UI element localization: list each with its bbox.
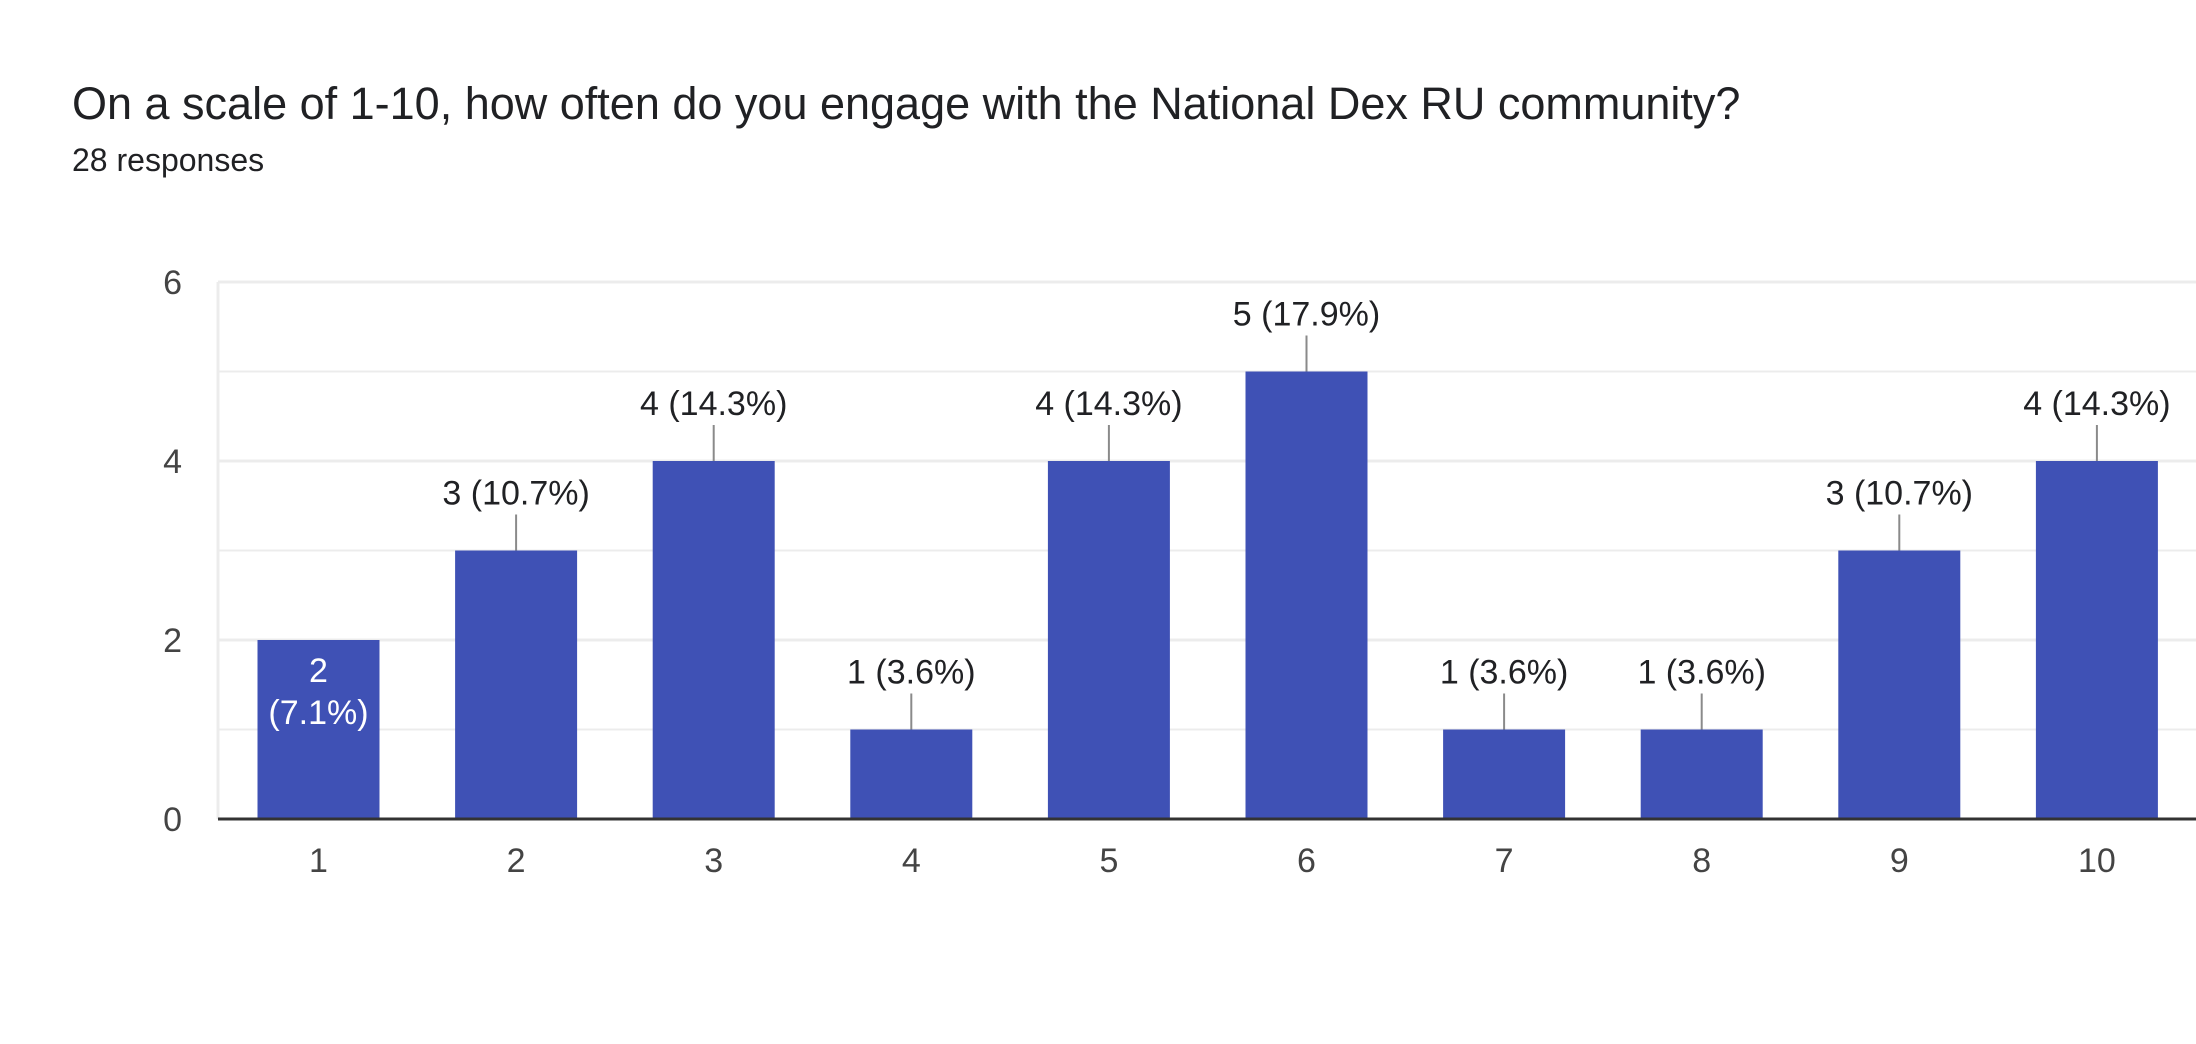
x-tick-label: 3: [704, 842, 723, 880]
bar: [1838, 550, 1961, 819]
data-label: 3 (10.7%): [1826, 475, 1973, 513]
y-tick-label: 4: [163, 443, 182, 481]
y-tick-label: 0: [163, 801, 182, 839]
data-label: 2: [309, 652, 328, 690]
data-label: 4 (14.3%): [1035, 385, 1182, 423]
bar: [652, 461, 775, 819]
y-tick-label: 2: [163, 622, 182, 660]
bar: [1443, 729, 1566, 819]
data-label: 4 (14.3%): [2023, 385, 2170, 423]
bar: [257, 640, 380, 819]
y-tick-label: 6: [163, 264, 182, 302]
chart-title: On a scale of 1-10, how often do you eng…: [72, 78, 1741, 129]
x-tick-label: 6: [1297, 842, 1316, 880]
bar: [455, 550, 578, 819]
bar: [1245, 371, 1368, 819]
bar: [1047, 461, 1170, 819]
x-tick-label: 2: [507, 842, 526, 880]
bar: [2035, 461, 2158, 819]
x-tick-label: 8: [1692, 842, 1711, 880]
data-label: 3 (10.7%): [442, 475, 589, 513]
data-label: (7.1%): [268, 694, 368, 732]
x-tick-label: 10: [2078, 842, 2116, 880]
x-tick-label: 4: [902, 842, 921, 880]
data-label: 1 (3.6%): [847, 654, 976, 692]
data-label: 1 (3.6%): [1637, 654, 1766, 692]
data-label: 5 (17.9%): [1233, 296, 1380, 334]
x-tick-label: 7: [1495, 842, 1514, 880]
x-tick-label: 5: [1099, 842, 1118, 880]
response-count: 28 responses: [72, 142, 265, 178]
bar: [850, 729, 973, 819]
data-label: 4 (14.3%): [640, 385, 787, 423]
bar: [1640, 729, 1763, 819]
x-tick-label: 9: [1890, 842, 1909, 880]
data-label: 1 (3.6%): [1440, 654, 1569, 692]
x-tick-label: 1: [309, 842, 328, 880]
chart-header: On a scale of 1-10, how often do you eng…: [72, 72, 1740, 184]
